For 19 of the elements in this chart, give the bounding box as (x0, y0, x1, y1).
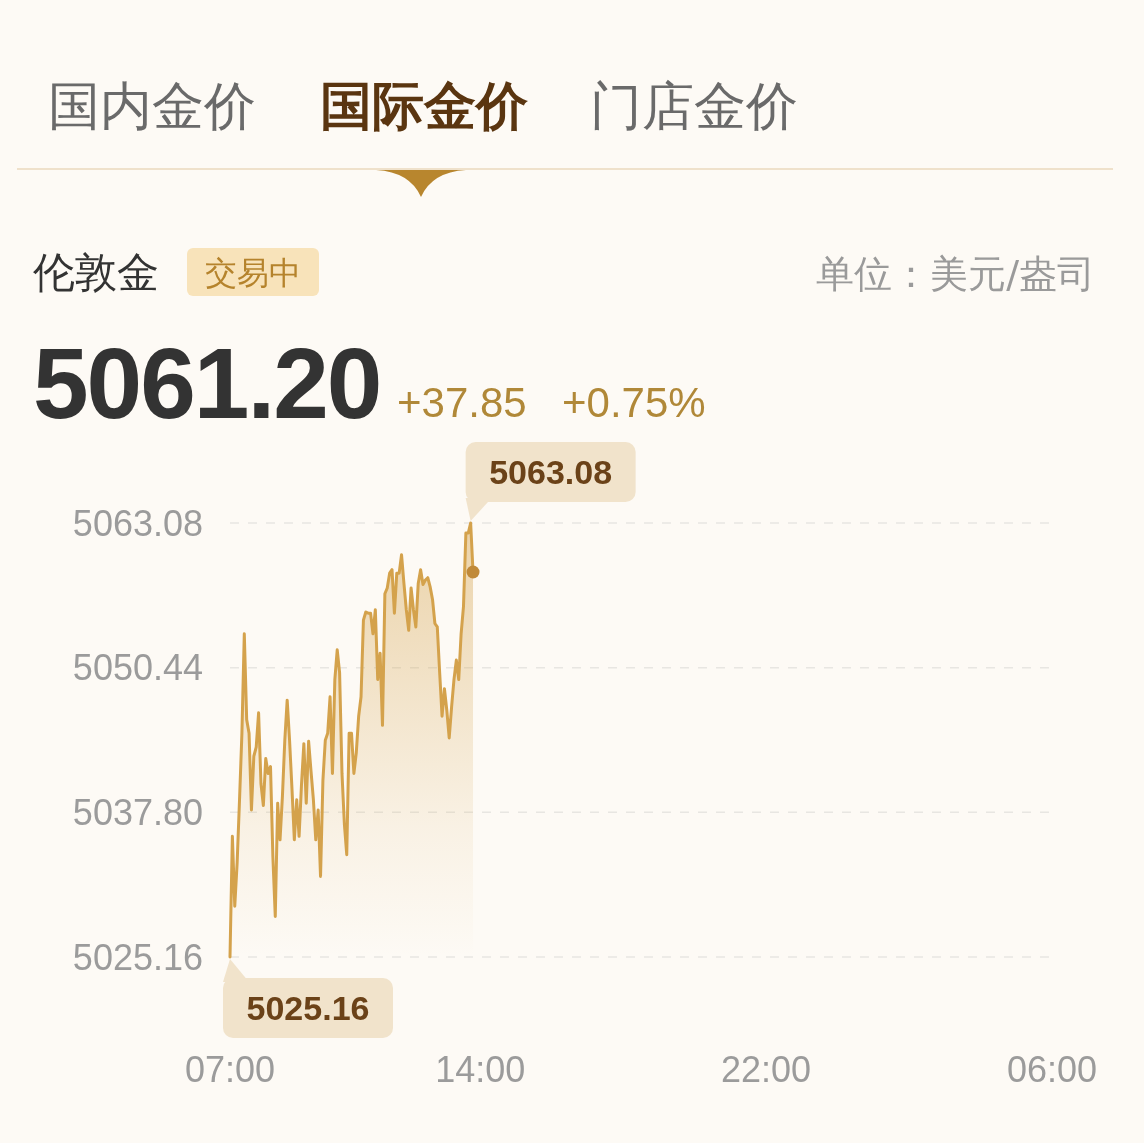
y-tick-label: 5063.08 (72, 502, 203, 544)
y-tick-label: 5050.44 (72, 647, 203, 689)
text: 单位：美元/盎司 (816, 252, 1095, 296)
x-tick-label: 06:00 (1006, 1049, 1098, 1090)
x-tick-label: 07:00 (184, 1049, 276, 1090)
text: 交易中 (205, 254, 301, 292)
data-label: 5025.16 (246, 989, 370, 1028)
text: +0.75% (562, 379, 706, 426)
text: 门店金价 (590, 76, 798, 136)
text: 5061.20 (33, 327, 381, 439)
y-tick-label: 5037.80 (72, 791, 203, 833)
data-label: 5063.08 (489, 453, 613, 492)
y-tick-label: 5025.16 (72, 936, 203, 978)
x-tick-label: 22:00 (721, 1049, 812, 1090)
x-tick-label: 14:00 (435, 1049, 526, 1090)
chart-title: 伦敦金 (33, 248, 159, 297)
text: 国内金价 (48, 76, 256, 136)
text: +37.85 (397, 379, 527, 426)
text: 国际金价 (320, 76, 528, 136)
